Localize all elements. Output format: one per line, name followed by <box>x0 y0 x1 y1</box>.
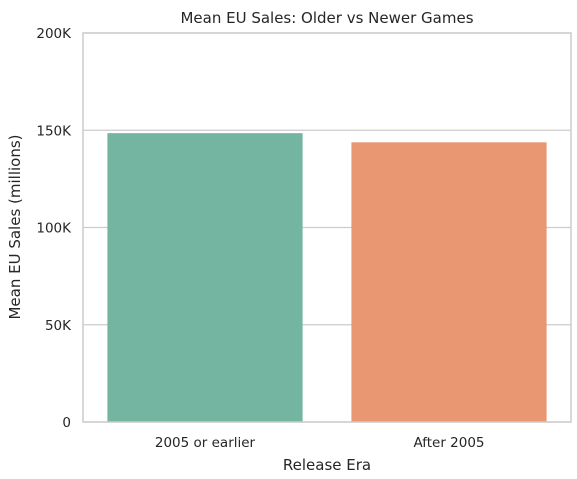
x-tick-label: 2005 or earlier <box>155 435 256 451</box>
x-tick-label: After 2005 <box>413 435 484 451</box>
bar <box>351 142 547 422</box>
y-tick-label: 0 <box>62 415 71 431</box>
plot-frame <box>82 32 572 423</box>
y-tick-label: 150K <box>36 123 72 139</box>
x-tick-labels: 2005 or earlier After 2005 <box>155 435 485 451</box>
x-axis-label: Release Era <box>283 456 371 474</box>
chart-title: Mean EU Sales: Older vs Newer Games <box>180 9 473 27</box>
bars <box>107 133 547 423</box>
y-tick-label: 100K <box>36 221 72 237</box>
y-tick-label: 50K <box>45 318 72 334</box>
y-axis-label: Mean EU Sales (millions) <box>6 134 24 319</box>
y-tick-label: 200K <box>36 26 72 42</box>
bar <box>107 133 303 423</box>
y-tick-labels: 0 50K 100K 150K 200K <box>36 26 72 431</box>
